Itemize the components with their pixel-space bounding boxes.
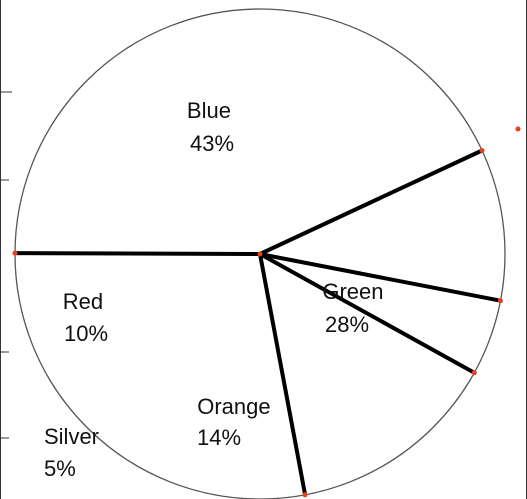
slice-divider-silver: [258, 252, 477, 375]
slice-label-green: Green 28%: [322, 279, 389, 337]
slice-label-blue: Blue 43%: [187, 98, 237, 156]
slice-dividers: [13, 148, 503, 497]
slice-label-silver: Silver 5%: [44, 424, 105, 481]
boundary-marker-blue: [479, 148, 485, 153]
boundary-marker-silver: [471, 370, 477, 376]
boundary-markers: [12, 148, 503, 498]
slice-divider-orange: [258, 252, 308, 497]
slice-label-red: Red 10%: [63, 289, 109, 346]
slice-divider-green: [13, 251, 262, 256]
stray-marker: [515, 126, 521, 132]
boundary-marker-orange: [302, 492, 308, 498]
boundary-marker-red: [498, 298, 503, 304]
left-frame: [0, 0, 12, 499]
slice-divider-blue: [258, 148, 484, 256]
center-marker: [257, 251, 263, 257]
boundary-marker-green: [12, 250, 18, 256]
slice-divider-red: [258, 252, 503, 303]
slice-label-orange: Orange 14%: [197, 394, 277, 450]
